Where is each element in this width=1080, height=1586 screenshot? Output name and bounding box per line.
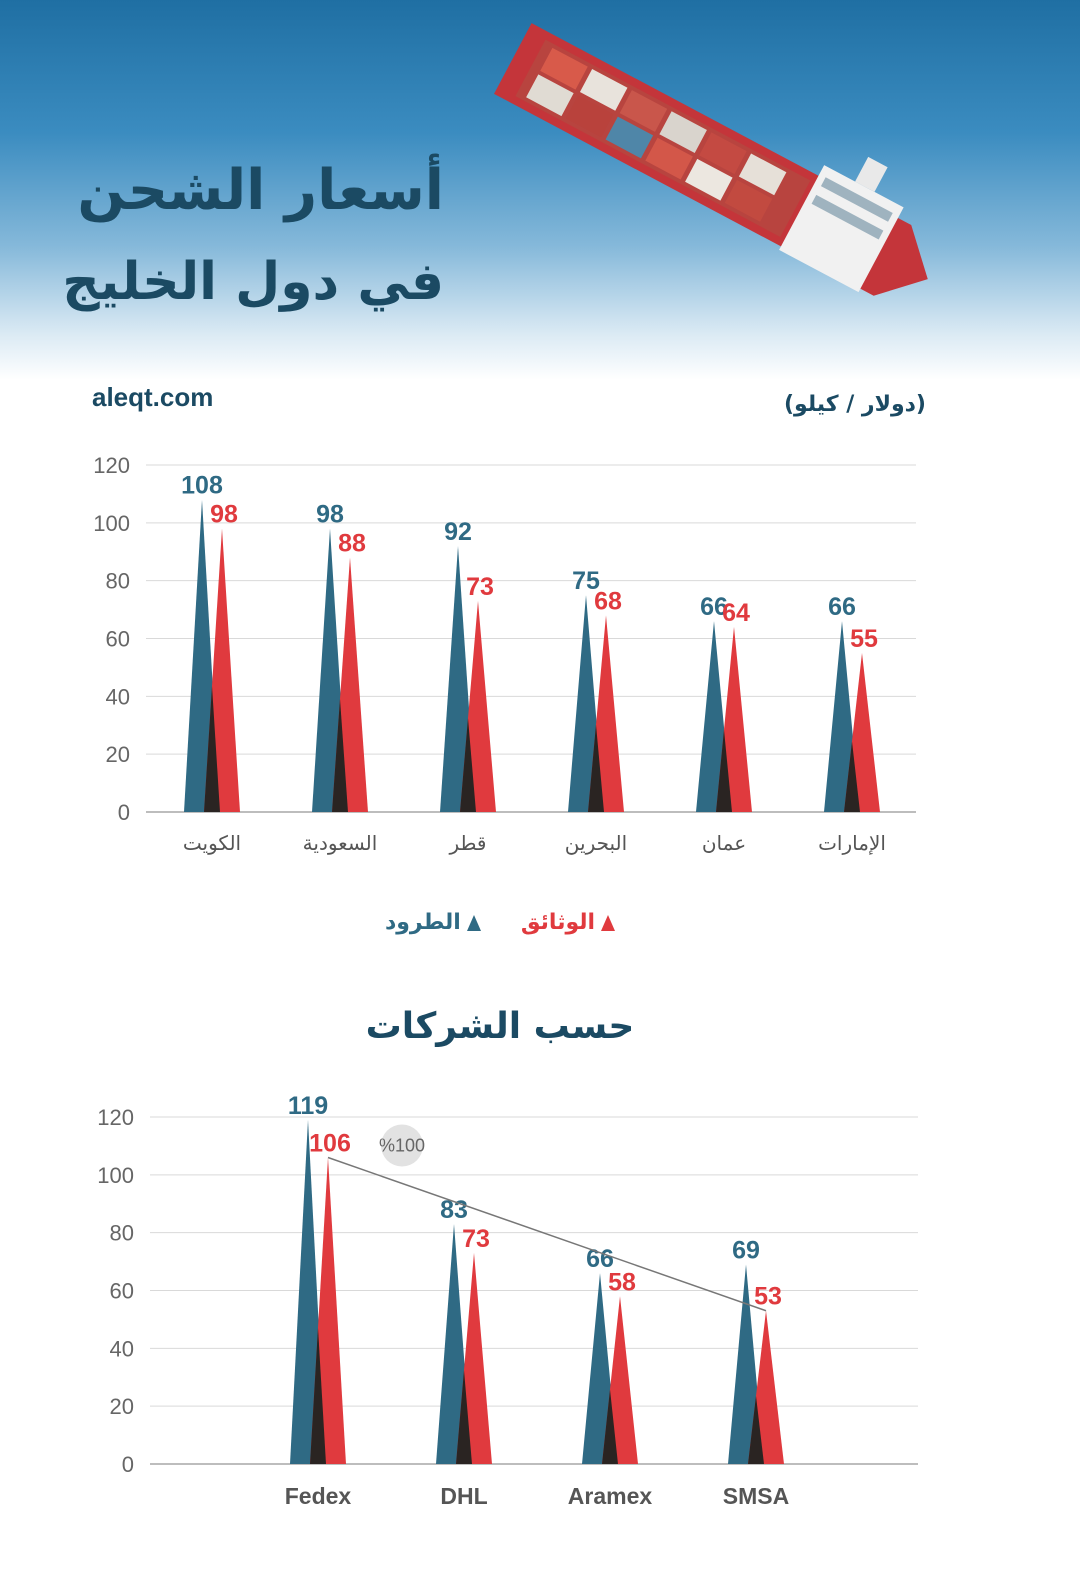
documents-value-label: 73	[466, 573, 494, 601]
parcels-value-label: 83	[440, 1196, 468, 1224]
parcels-value-label: 66	[700, 593, 728, 621]
y-tick-label: 20	[110, 1394, 134, 1419]
parcels-value-label: 108	[181, 472, 223, 500]
overlap-shadow	[844, 741, 860, 812]
category-label: عمان	[702, 831, 746, 855]
country-chart: 02040608010012010898الكويت9888السعودية92…	[93, 453, 916, 855]
legend-parcels: الطرود	[385, 910, 481, 935]
parcels-triangle-icon	[466, 914, 481, 931]
y-tick-label: 0	[118, 800, 130, 825]
documents-value-label: 73	[462, 1225, 490, 1253]
overlap-shadow	[460, 718, 476, 812]
category-label: الكويت	[183, 831, 241, 855]
parcels-value-label: 69	[732, 1236, 760, 1264]
category-label: الإمارات	[818, 831, 886, 855]
annotation-badge	[381, 1124, 423, 1167]
category-label: SMSA	[723, 1483, 789, 1509]
legend-parcels-label: الطرود	[384, 910, 461, 935]
documents-value-label: 53	[754, 1283, 782, 1311]
y-tick-label: 20	[106, 742, 130, 767]
documents-value-label: 64	[722, 599, 750, 627]
overlap-shadow	[456, 1370, 472, 1464]
parcels-value-label: 98	[316, 501, 344, 529]
parcels-value-label: 119	[288, 1092, 328, 1120]
parcels-value-label: 92	[444, 518, 472, 546]
y-tick-label: 120	[97, 1105, 134, 1130]
y-tick-label: 100	[97, 1163, 134, 1188]
y-tick-label: 60	[110, 1279, 134, 1304]
category-label: Fedex	[285, 1483, 352, 1509]
unit-label: (دولار / كيلو)	[783, 392, 926, 417]
documents-value-label: 98	[210, 501, 238, 529]
category-label: البحرين	[565, 831, 627, 855]
documents-value-label: 58	[608, 1268, 636, 1296]
overlap-shadow	[748, 1395, 764, 1464]
legend: الوثائق الطرود	[0, 910, 1000, 935]
documents-value-label: 88	[338, 530, 366, 558]
overlap-shadow	[716, 729, 732, 812]
section-title: حسب الشركات	[365, 1006, 635, 1047]
main-subtitle: في دول الخليج	[62, 252, 444, 312]
parcels-value-label: 75	[572, 567, 600, 595]
y-tick-label: 80	[106, 569, 130, 594]
category-label: قطر	[448, 831, 486, 855]
documents-triangle-icon	[601, 914, 616, 931]
annotation-label: %100	[379, 1135, 425, 1155]
documents-value-label: 106	[309, 1129, 351, 1157]
category-label: DHL	[440, 1483, 487, 1509]
documents-value-label: 55	[850, 625, 878, 653]
overlap-shadow	[332, 698, 348, 812]
y-tick-label: 40	[110, 1336, 134, 1361]
hero-banner	[0, 0, 1080, 380]
container-ship-image	[494, 23, 928, 296]
category-label: Aramex	[568, 1483, 653, 1509]
y-tick-label: 60	[106, 627, 130, 652]
legend-documents: الوثائق	[520, 910, 616, 935]
y-tick-label: 100	[93, 511, 130, 536]
y-tick-label: 120	[93, 453, 130, 478]
parcels-value-label: 66	[828, 593, 856, 621]
overlap-shadow	[588, 724, 604, 812]
overlap-shadow	[204, 686, 220, 812]
overlap-shadow	[602, 1389, 618, 1464]
overlap-shadow	[310, 1327, 326, 1464]
documents-value-label: 68	[594, 587, 622, 615]
y-tick-label: 0	[122, 1452, 134, 1477]
main-title: أسعار الشحن	[77, 158, 444, 223]
y-tick-label: 40	[106, 684, 130, 709]
legend-documents-label: الوثائق	[520, 910, 596, 935]
y-tick-label: 80	[110, 1221, 134, 1246]
trend-line	[327, 1156, 767, 1312]
source-label: aleqt.com	[92, 382, 214, 412]
category-label: السعودية	[303, 831, 378, 855]
